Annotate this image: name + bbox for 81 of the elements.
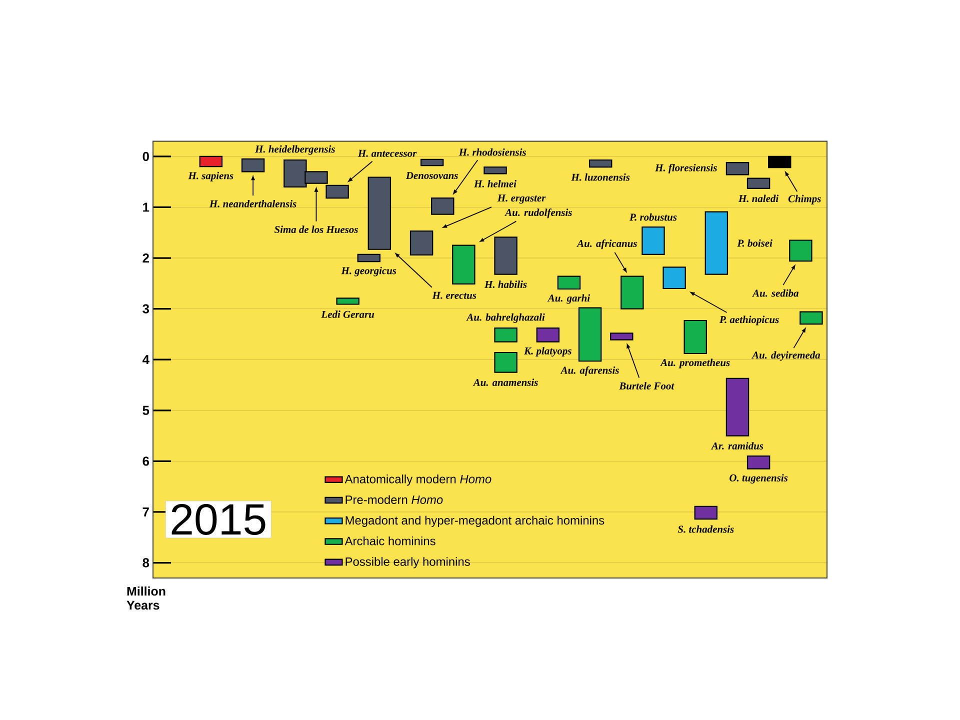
- y-tick-label: 8: [142, 558, 150, 568]
- bar: [336, 298, 360, 305]
- annotation: H. helmei: [474, 180, 516, 188]
- annotation: H. floresiensis: [655, 164, 717, 174]
- annotation: H. antecessor: [358, 150, 417, 157]
- annotation: Au. afarensis: [560, 366, 619, 376]
- y-axis-title: Million Years: [126, 586, 166, 610]
- annotation: H. neanderthalensis: [209, 200, 296, 208]
- annotation: Sima de los Huesos: [274, 226, 358, 234]
- annotation: Burtele Foot: [619, 382, 674, 390]
- bar: [746, 456, 770, 470]
- bar: [726, 378, 750, 436]
- bar: [789, 240, 812, 262]
- bar: [642, 226, 665, 256]
- annotation: Au. anamensis: [472, 378, 538, 386]
- bar: [494, 328, 518, 342]
- bar: [410, 230, 434, 256]
- bar: [620, 276, 644, 310]
- annotation: Au. bahrelghazali: [466, 313, 545, 323]
- annotation: H. luzonensis: [571, 173, 630, 181]
- y-tick-label: 6: [142, 456, 150, 466]
- y-tick-label: 4: [142, 355, 150, 364]
- bar: [241, 158, 265, 172]
- y-tick-label: 7: [142, 508, 149, 516]
- annotation: Au. prometheus: [660, 358, 730, 368]
- annotation: P. robustus: [629, 213, 677, 221]
- annotation: 2015: [172, 504, 266, 535]
- bar: [704, 211, 728, 275]
- annotation: P. aethiopicus: [719, 316, 779, 326]
- annotation: Ledi Geraru: [321, 310, 374, 318]
- annotation: Au. garhi: [547, 294, 590, 304]
- bar: [431, 198, 454, 215]
- y-tick-label: 1: [143, 202, 150, 212]
- annotation: Au. africanus: [576, 240, 637, 250]
- annotation: H. georgicus: [341, 266, 396, 276]
- annotation: H. habilis: [484, 280, 527, 288]
- bar: [588, 159, 612, 168]
- bar: [610, 332, 634, 340]
- legend-label: Megadont and hyper-megadont archaic hominins: [346, 516, 604, 527]
- y-tick-label: 0: [142, 152, 149, 162]
- annotation: K. platyops: [524, 347, 572, 357]
- annotation: H. naledi: [738, 194, 779, 202]
- annotation: Au. deyiremeda: [752, 351, 820, 361]
- bar: [557, 276, 581, 290]
- annotation: Chimps: [788, 194, 821, 204]
- bar: [494, 236, 518, 275]
- bar: [357, 254, 381, 262]
- annotation: Ar. ramidus: [710, 442, 764, 450]
- annotation: P. boisei: [737, 239, 772, 247]
- annotation: H. sapiens: [188, 172, 234, 182]
- annotation: Au. sediba: [752, 289, 799, 297]
- bar: [726, 162, 750, 176]
- annotation: Au. rudolfensis: [504, 208, 572, 218]
- legend-label: Possible early hominins: [346, 557, 470, 568]
- annotation: H. ergaster: [497, 194, 546, 204]
- bar: [484, 166, 507, 174]
- bar: [768, 156, 792, 168]
- bar: [452, 244, 476, 284]
- bar: [536, 328, 560, 342]
- y-tick-label: 2: [142, 253, 149, 263]
- bar: [199, 156, 223, 168]
- legend-label: Anatomically modern Homo: [344, 474, 492, 486]
- bar: [800, 311, 823, 325]
- bar: [420, 158, 444, 166]
- annotation: Denosovans: [406, 172, 458, 180]
- annotation: H. rhodosiensis: [458, 148, 526, 156]
- annotation: S. tchadensis: [678, 525, 734, 533]
- bar: [578, 307, 602, 362]
- bar: [662, 266, 686, 290]
- bar: [368, 176, 392, 250]
- legend-label: Archaic hominins: [344, 536, 436, 546]
- y-tick-label: 3: [142, 304, 150, 314]
- annotation: H. erectus: [432, 292, 476, 299]
- y-tick-label: 5: [142, 406, 150, 415]
- legend-label: Pre-modern Homo: [346, 495, 443, 504]
- bar: [746, 178, 770, 189]
- bar: [494, 352, 518, 373]
- bar: [694, 506, 718, 520]
- annotation: H. heidelbergensis: [255, 145, 335, 155]
- bar: [684, 320, 707, 354]
- annotation: O. tugenensis: [730, 474, 788, 484]
